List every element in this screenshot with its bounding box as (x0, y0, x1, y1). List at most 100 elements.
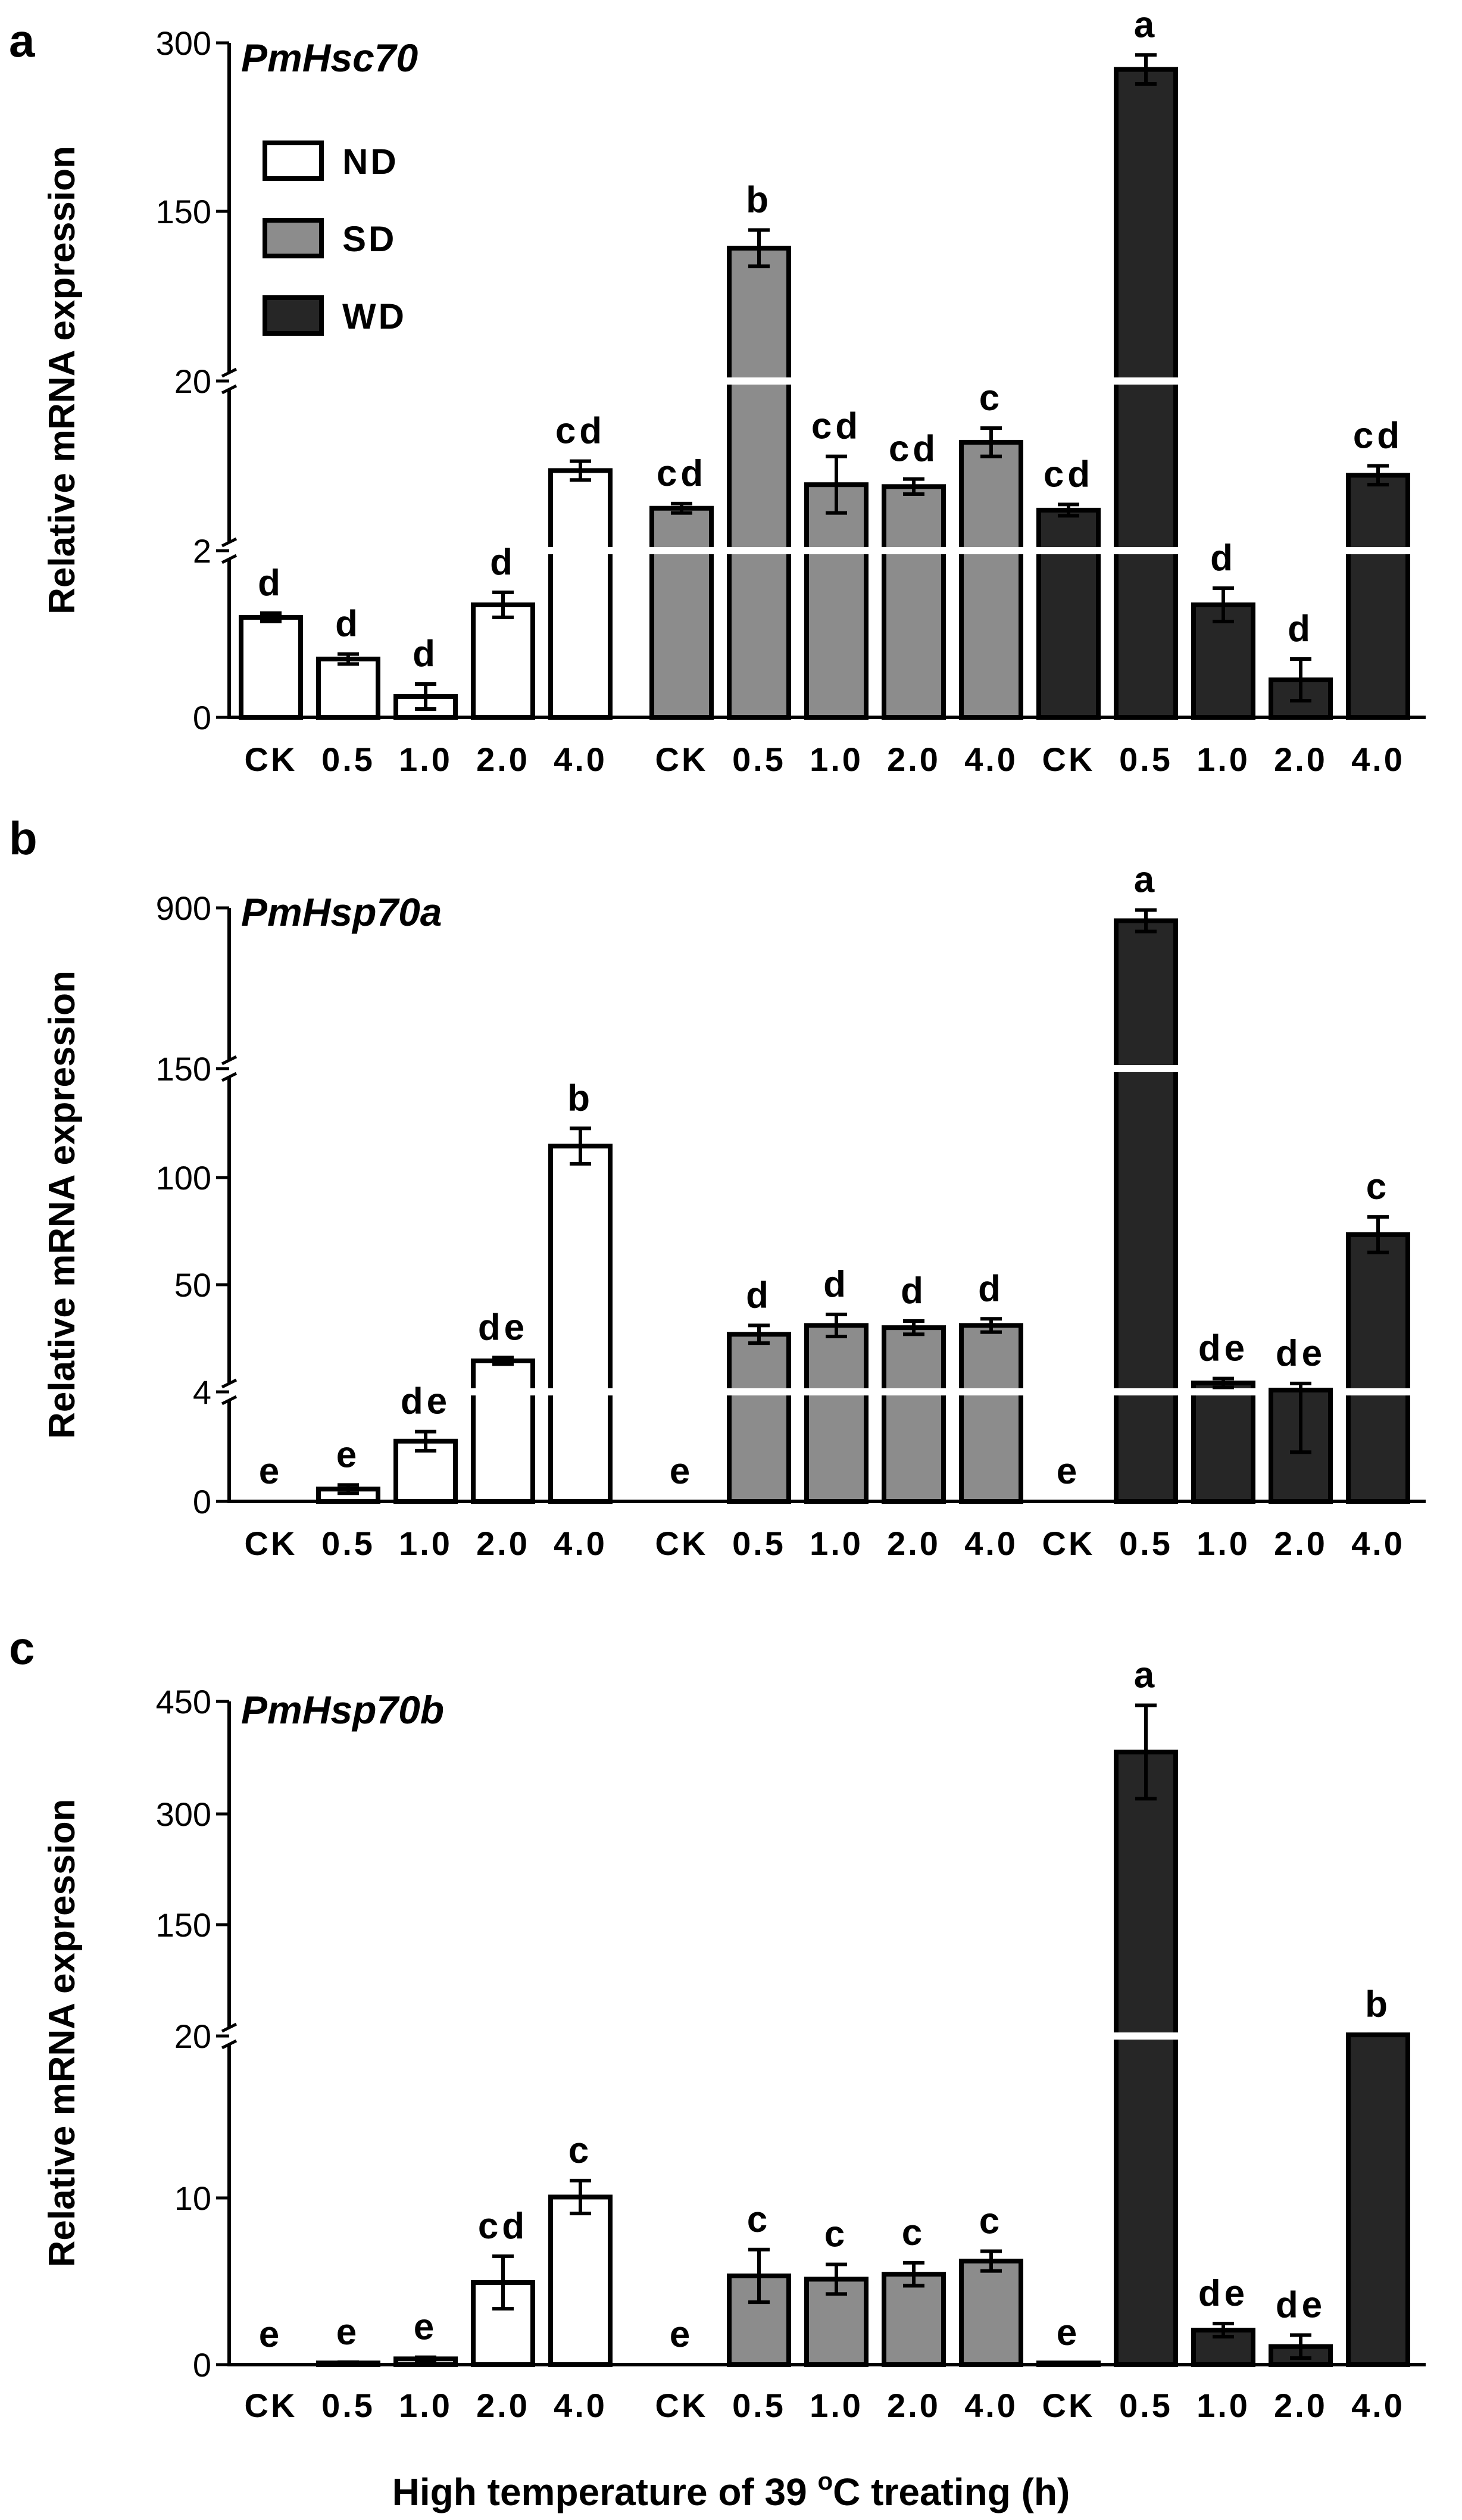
panel-letter: a (9, 14, 35, 67)
significance-letter: e (259, 1451, 283, 1492)
bar-break-band (958, 1388, 1024, 1395)
bar-SD-1.0 (804, 482, 869, 720)
y-tick-label: 100 (156, 1159, 211, 1197)
bar-break-band (726, 547, 792, 554)
x-tick-label: 2.0 (476, 1525, 530, 1562)
significance-letter: cd (478, 2206, 528, 2247)
y-tick-label: 0 (193, 1483, 211, 1520)
bar-WD-CK (1036, 2360, 1101, 2367)
significance-letter: c (902, 2212, 926, 2253)
significance-letter: e (670, 1451, 693, 1492)
x-tick-label: CK (655, 1525, 708, 1562)
x-tick-label: 0.5 (732, 741, 786, 778)
x-tick-label: 4.0 (1351, 741, 1405, 778)
x-tick-label: 0.5 (321, 2387, 375, 2424)
x-tick-label: 0.5 (1119, 741, 1173, 778)
legend-label-SD: SD (342, 219, 396, 259)
x-tick-label: 4.0 (1351, 1525, 1405, 1562)
bar-break-band (1345, 1388, 1411, 1395)
bar-break-band (1190, 1388, 1257, 1395)
x-tick-label: 2.0 (887, 741, 941, 778)
bar-break-band (1035, 547, 1102, 554)
bar-SD-2.0 (882, 484, 946, 720)
significance-letter: cd (657, 453, 707, 494)
bar-ND-4.0 (548, 2194, 613, 2367)
y-tick-label: 10 (174, 2179, 211, 2217)
legend-label-ND: ND (342, 142, 399, 182)
significance-letter: d (823, 1264, 849, 1305)
bar-SD-2.0 (882, 2272, 946, 2367)
x-tick-label: 4.0 (964, 1525, 1018, 1562)
significance-letter: d (258, 563, 284, 604)
x-tick-label: 1.0 (1197, 1525, 1250, 1562)
axis-break-mark (221, 2022, 238, 2033)
x-tick-label: 0.5 (1119, 1525, 1173, 1562)
bar-SD-4.0 (959, 439, 1023, 720)
significance-letter: c (1366, 1166, 1390, 1207)
bar-break-band (803, 547, 870, 554)
panel-letter: c (9, 1622, 35, 1674)
y-tick-label: 0 (193, 699, 211, 736)
significance-letter: b (567, 1078, 593, 1119)
significance-letter: e (1057, 2312, 1080, 2353)
x-tick-label: 2.0 (1274, 1525, 1327, 1562)
significance-letter: c (568, 2130, 592, 2171)
bar-break-band (1345, 547, 1411, 554)
significance-letter: e (259, 2314, 283, 2355)
significance-letter: cd (1044, 454, 1094, 495)
y-tick-label: 4 (193, 1373, 211, 1411)
x-tick-label: CK (245, 2387, 298, 2424)
bar-break-band (1113, 1065, 1179, 1072)
bar-WD-4.0 (1346, 2032, 1410, 2367)
y-tick-label: 150 (156, 193, 211, 230)
y-axis-title: Relative mRNA expression (42, 970, 83, 1439)
x-tick-label: 0.5 (1119, 2387, 1173, 2424)
x-tick-label: 2.0 (887, 2387, 941, 2424)
bar-break-band (1113, 2032, 1179, 2040)
x-tick-label: 1.0 (399, 1525, 452, 1562)
x-tick-label: 4.0 (1351, 2387, 1405, 2424)
panel-c: c PmHsp70b Relative mRNA expression 0 10 20 15… (9, 1622, 1426, 2424)
y-tick-label: 150 (156, 1906, 211, 1944)
significance-letter: e (1057, 1451, 1080, 1492)
x-tick-label: 1.0 (1197, 2387, 1250, 2424)
x-tick-label: CK (245, 741, 298, 778)
x-tick-label: CK (655, 2387, 708, 2424)
y-tick-label: 300 (156, 24, 211, 62)
bar-break-band (726, 377, 792, 385)
significance-letter: d (746, 1275, 772, 1316)
y-tick-label: 150 (156, 1050, 211, 1088)
significance-letter: d (978, 1268, 1004, 1309)
significance-letter: d (1210, 538, 1236, 579)
x-tick-label: 2.0 (476, 741, 530, 778)
bar-ND-4.0 (548, 468, 613, 720)
bar-break-band (1113, 377, 1179, 385)
significance-letter: e (336, 1434, 360, 1475)
axis-break-mark (221, 367, 238, 378)
significance-letter: b (1365, 1984, 1391, 2025)
y-tick-label: 450 (156, 1683, 211, 1720)
chart-title: PmHsp70a (241, 890, 442, 934)
x-tick-label: 1.0 (810, 1525, 863, 1562)
bar-WD-4.0 (1346, 473, 1410, 720)
legend-swatch-ND (263, 140, 324, 181)
x-tick-label: 4.0 (554, 741, 607, 778)
axis-break-mark (221, 537, 238, 548)
bar-SD-4.0 (959, 2259, 1023, 2368)
x-tick-label: 2.0 (476, 2387, 530, 2424)
significance-letter: d (490, 542, 516, 583)
x-tick-label: CK (245, 1525, 298, 1562)
x-tick-label: 0.5 (321, 741, 375, 778)
x-tick-label: 1.0 (399, 741, 452, 778)
x-tick-label: 4.0 (554, 1525, 607, 1562)
y-tick-label: 300 (156, 1795, 211, 1833)
significance-letter: de (401, 1381, 451, 1422)
bar-ND-0.5 (316, 657, 380, 720)
significance-letter: b (746, 179, 772, 220)
bar-WD-1.0 (1191, 1381, 1255, 1504)
bar-SD-1.0 (804, 1323, 869, 1504)
bar-SD-4.0 (959, 1323, 1023, 1504)
legend-label-WD: WD (342, 296, 407, 336)
y-tick-label: 0 (193, 2346, 211, 2384)
chart-title: PmHsc70 (241, 36, 418, 80)
